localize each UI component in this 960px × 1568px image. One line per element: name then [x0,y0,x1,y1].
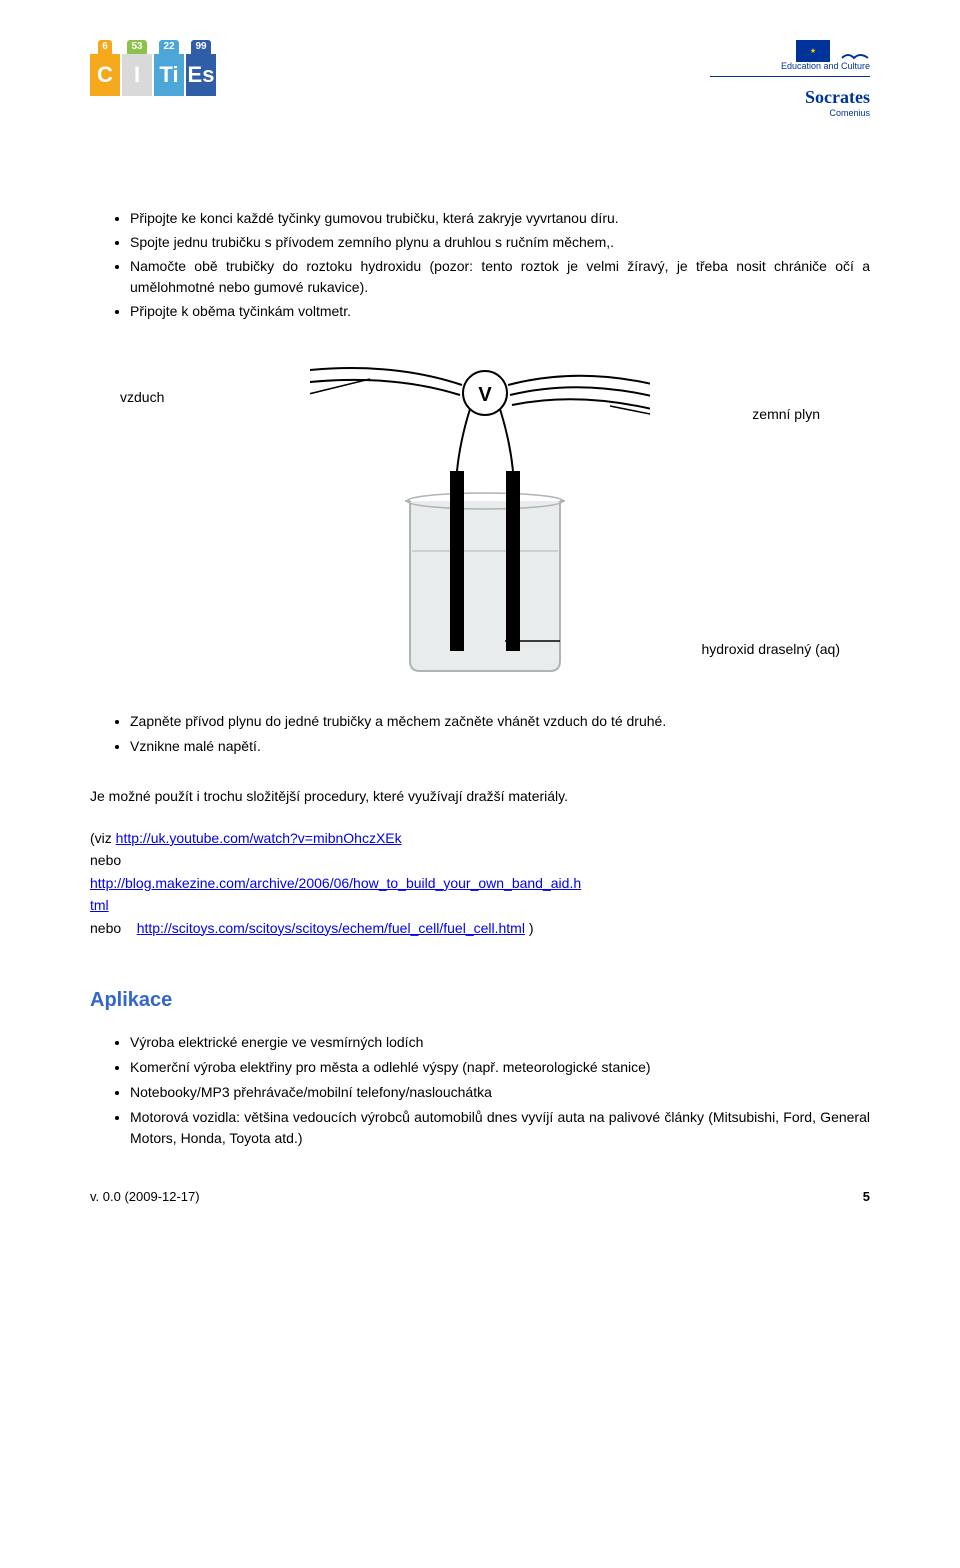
list-item: Notebooky/MP3 přehrávače/mobilní telefon… [130,1082,870,1103]
instructions-list-top: Připojte ke konci každé tyčinky gumovou … [90,208,870,321]
logo-letter-box: 99Es [186,40,216,96]
logo-letter-box: 6C [90,40,120,96]
nebo-2: nebo [90,920,137,936]
logo-letter-box: 53I [122,40,152,96]
air-label: vzduch [120,389,164,405]
list-item: Namočte obě trubičky do roztoku hydroxid… [130,256,870,297]
link-makezine-a[interactable]: http://blog.makezine.com/archive/2006/06… [90,875,581,891]
nebo-1: nebo [90,852,121,868]
list-item: Zapněte přívod plynu do jedné trubičky a… [130,711,870,731]
link-makezine-b[interactable]: tml [90,897,109,913]
viz-prefix: (viz [90,830,116,846]
page-number: 5 [863,1189,870,1204]
fuel-cell-diagram: vzduch zemní plyn hydroxid draselný (aq)… [90,351,870,701]
list-item: Výroba elektrické energie ve vesmírných … [130,1032,870,1053]
instructions-list-mid: Zapněte přívod plynu do jedné trubičky a… [90,711,870,756]
book-icon [840,40,870,62]
link-scitoys[interactable]: http://scitoys.com/scitoys/scitoys/echem… [137,920,525,936]
gas-label: zemní plyn [752,406,820,422]
link-youtube[interactable]: http://uk.youtube.com/watch?v=mibnOhczXE… [116,830,402,846]
version-text: v. 0.0 (2009-12-17) [90,1189,200,1204]
para-complex: Je možné použít i trochu složitější proc… [90,786,870,807]
divider [710,76,870,77]
edu-culture-text: Education and Culture [781,62,870,72]
page-header: 6C53I22Ti99Es Education and Culture Socr… [90,40,870,118]
aplikace-heading: Aplikace [90,989,870,1012]
svg-text:V: V [478,384,492,406]
list-item: Připojte k oběma tyčinkám voltmetr. [130,301,870,321]
diagram-svg: V [310,351,650,691]
comenius-text: Comenius [829,108,870,118]
list-item: Vznikne malé napětí. [130,736,870,756]
logo-letter-box: 22Ti [154,40,184,96]
socrates-text: Socrates [805,87,870,108]
hydroxide-label: hydroxid draselný (aq) [701,641,840,657]
list-item: Spojte jednu trubičku s přívodem zemního… [130,232,870,252]
eu-logo-block: Education and Culture Socrates Comenius [710,40,870,118]
eu-flag-icon [796,40,830,62]
cities-logo: 6C53I22Ti99Es [90,40,218,96]
list-item: Komerční výroba elektřiny pro města a od… [130,1057,870,1078]
close-paren: ) [525,920,534,936]
links-block: (viz http://uk.youtube.com/watch?v=mibnO… [90,827,870,939]
list-item: Připojte ke konci každé tyčinky gumovou … [130,208,870,228]
page-footer: v. 0.0 (2009-12-17) 5 [90,1189,870,1204]
aplikace-list: Výroba elektrické energie ve vesmírných … [90,1032,870,1149]
list-item: Motorová vozidla: většina vedoucích výro… [130,1107,870,1149]
